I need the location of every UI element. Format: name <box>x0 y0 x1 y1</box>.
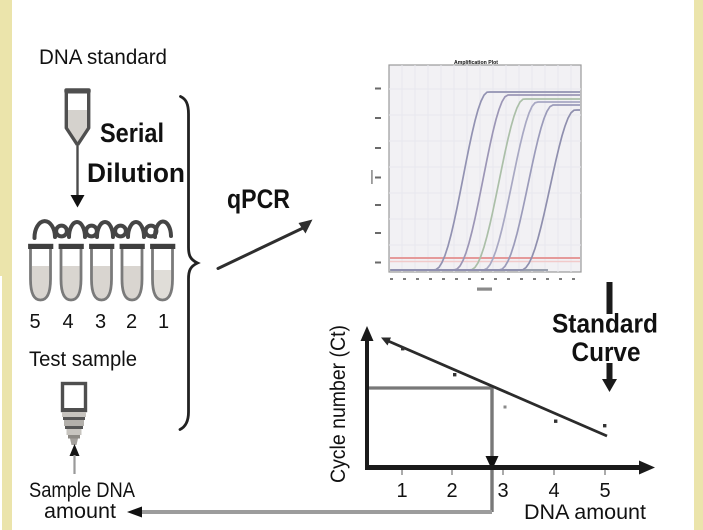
svg-text:Sample DNA: Sample DNA <box>29 479 135 502</box>
svg-text:4: 4 <box>548 480 559 502</box>
svg-text:1: 1 <box>396 480 407 502</box>
svg-text:1: 1 <box>158 311 169 333</box>
svg-text:Standard: Standard <box>552 309 658 339</box>
svg-text:2: 2 <box>446 480 457 502</box>
svg-text:5: 5 <box>599 480 610 502</box>
svg-text:Test sample: Test sample <box>29 348 137 371</box>
svg-text:5: 5 <box>29 311 40 333</box>
svg-text:Serial: Serial <box>100 118 164 148</box>
svg-text:DNA standard: DNA standard <box>39 46 167 69</box>
svg-text:DNA amount: DNA amount <box>524 501 646 524</box>
svg-text:amount: amount <box>44 500 116 523</box>
svg-text:qPCR: qPCR <box>227 184 290 214</box>
svg-text:Dilution: Dilution <box>87 158 185 188</box>
svg-text:3: 3 <box>497 480 508 502</box>
svg-text:4: 4 <box>62 311 73 333</box>
svg-text:Amplification Plot: Amplification Plot <box>454 60 498 66</box>
svg-text:2: 2 <box>126 311 137 333</box>
svg-text:Cycle number (Ct): Cycle number (Ct) <box>327 325 350 483</box>
svg-text:Curve: Curve <box>572 337 641 367</box>
svg-text:3: 3 <box>95 311 106 333</box>
